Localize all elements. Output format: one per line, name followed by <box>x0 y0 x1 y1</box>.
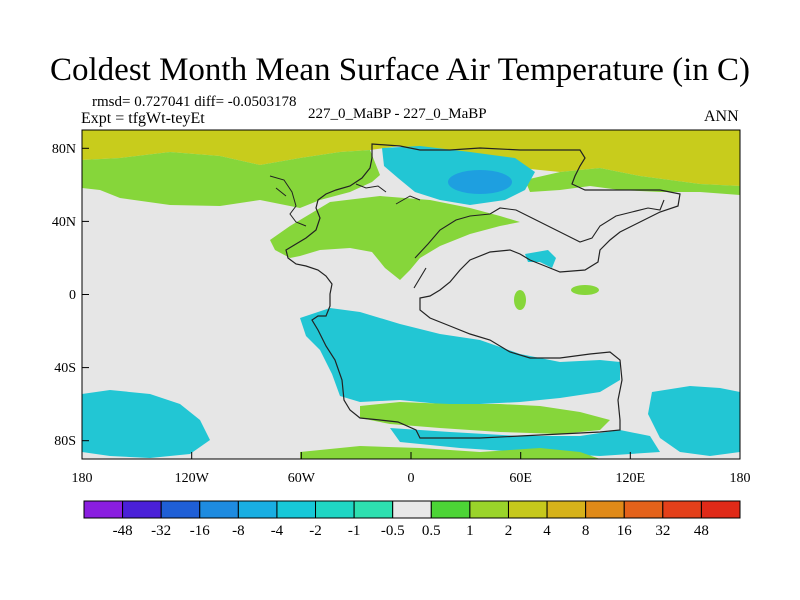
stats-label: rmsd= 0.727041 diff= -0.0503178 <box>92 94 297 110</box>
colorbar-label: 48 <box>694 523 709 539</box>
colorbar-label: -2 <box>309 523 322 539</box>
southern-cold-strip <box>390 428 660 456</box>
northwest-outline <box>269 175 421 227</box>
colorbar-swatch <box>585 500 625 519</box>
colorbar: -48 -32 -16 -8 -4 -2 -1 -0.5 0.5 1 2 4 8 16 32 48 <box>83 500 741 539</box>
expt-label: Expt = tfgWt-teyEt <box>81 110 205 127</box>
colorbar-label: 4 <box>543 523 551 539</box>
colorbar-label: -4 <box>271 523 284 539</box>
season-label: ANN <box>704 108 739 125</box>
colorbar-label: -32 <box>151 523 171 539</box>
colorbar-swatch <box>546 500 587 519</box>
colorbar-swatch <box>276 500 317 519</box>
southern-cold-region <box>300 308 620 404</box>
x-tick-180e: 180 <box>730 471 751 486</box>
northern-green-region-east <box>525 168 740 195</box>
y-tick-40s: 40S <box>54 361 76 376</box>
colorbar-swatch <box>199 500 239 519</box>
colorbar-label: 1 <box>466 523 474 539</box>
colorbar-swatch <box>160 500 201 519</box>
y-tick-80s: 80S <box>54 434 76 449</box>
tethys-green-region <box>270 196 520 280</box>
southwest-cold-region <box>82 390 210 458</box>
colorbar-swatch <box>430 500 471 519</box>
colorbar-swatch <box>662 500 702 519</box>
x-tick-0: 0 <box>408 471 415 486</box>
colorbar-swatch <box>122 500 162 519</box>
colorbar-label: -0.5 <box>381 523 405 539</box>
y-tick-0: 0 <box>69 288 76 303</box>
arctic-coldest-spot <box>448 170 512 194</box>
x-tick-120e: 120E <box>616 471 646 486</box>
continent-outline <box>285 143 681 439</box>
colorbar-swatch <box>623 500 664 519</box>
y-tick-80n: 80N <box>52 142 76 157</box>
y-tick-40n: 40N <box>52 215 76 230</box>
colorbar-swatch <box>507 500 548 519</box>
continent-inner-outline <box>413 199 665 289</box>
map-title: Coldest Month Mean Surface Air Temperatu… <box>50 52 750 88</box>
antarctic-green-strip <box>300 446 600 459</box>
colorbar-swatch <box>392 500 432 519</box>
center-label: 227_0_MaBP - 227_0_MaBP <box>308 106 487 122</box>
x-tick-60w: 60W <box>288 471 316 486</box>
colorbar-swatch <box>700 500 741 519</box>
colorbar-swatch <box>83 500 124 519</box>
colorbar-swatch <box>469 500 509 519</box>
green-patch-2 <box>514 290 526 310</box>
colorbar-label: 0.5 <box>422 523 441 539</box>
northern-green-region <box>82 150 380 208</box>
colorbar-label: -1 <box>348 523 361 539</box>
colorbar-label: 16 <box>617 523 633 539</box>
colorbar-label: 32 <box>655 523 670 539</box>
colorbar-label: -8 <box>232 523 245 539</box>
x-tick-60e: 60E <box>509 471 532 486</box>
east-cold-spot <box>525 250 556 268</box>
x-tick-180w: 180 <box>72 471 93 486</box>
x-tick-120w: 120W <box>175 471 210 486</box>
colorbar-swatch <box>315 500 355 519</box>
colorbar-label: -16 <box>190 523 210 539</box>
green-patch-1 <box>571 285 599 295</box>
colorbar-label: -48 <box>113 523 133 539</box>
southeast-cold-region <box>648 386 740 456</box>
colorbar-swatch <box>237 500 278 519</box>
colorbar-label: 2 <box>505 523 513 539</box>
axis-ticks <box>81 147 741 459</box>
colorbar-swatch <box>353 500 394 519</box>
arctic-warm-band <box>82 130 740 186</box>
colorbar-label: 8 <box>582 523 590 539</box>
southern-green-strip <box>360 402 610 434</box>
